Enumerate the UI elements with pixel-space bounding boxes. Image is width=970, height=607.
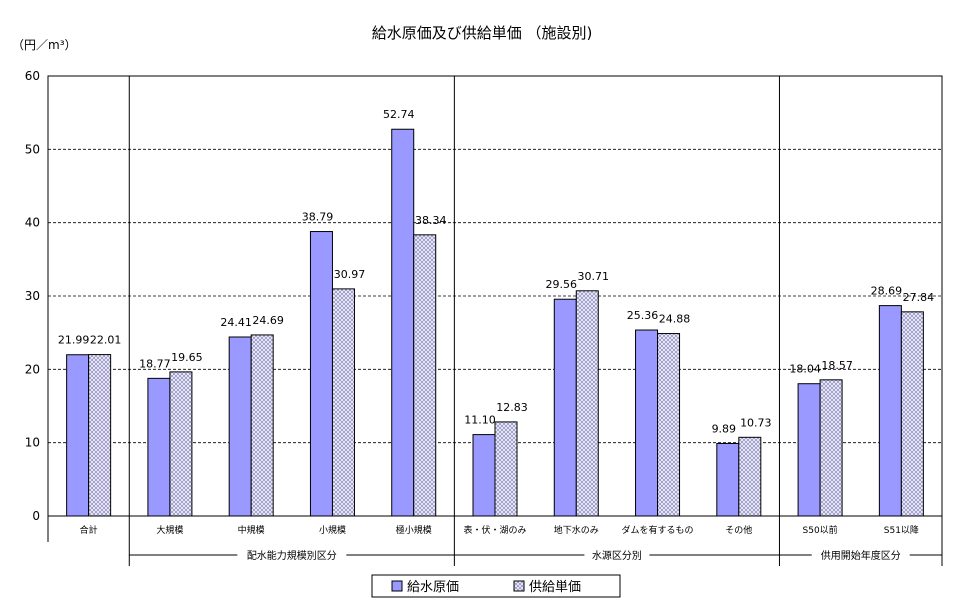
data-label: 9.89	[712, 422, 737, 435]
x-tick-label: 表・伏・湖のみ	[463, 524, 526, 536]
x-tick-label: 中規模	[238, 524, 265, 536]
bar-kyusui-genka	[228, 336, 252, 517]
group-label: 水源区分別	[592, 549, 642, 562]
data-label: 22.01	[90, 334, 122, 347]
group-label-bg	[584, 548, 650, 562]
legend-swatch	[391, 580, 403, 592]
bar-kyokyu-tanka	[169, 371, 193, 517]
data-label: 30.71	[578, 270, 610, 283]
chart-title: 給水原価及び供給単価 （施設別)	[372, 24, 593, 42]
x-tick-label: 地下水のみ	[554, 524, 599, 536]
x-tick-label: S50以前	[803, 524, 838, 536]
bar-kyokyu-tanka	[88, 354, 112, 517]
y-tick-label: 10	[25, 436, 40, 450]
bar-kyokyu-tanka	[494, 421, 518, 517]
bar-kyusui-genka	[635, 329, 659, 517]
data-label: 18.77	[139, 357, 171, 370]
y-tick-label: 50	[25, 142, 40, 156]
bar-kyusui-genka	[147, 377, 171, 517]
data-label: 19.65	[171, 351, 203, 364]
y-tick-label: 20	[25, 362, 40, 376]
bar-kyusui-genka	[472, 434, 496, 517]
bar-kyusui-genka	[309, 231, 333, 517]
y-tick-label: 60	[25, 69, 40, 83]
y-tick-label: 0	[32, 509, 40, 523]
data-label: 28.69	[871, 285, 903, 298]
bar-kyokyu-tanka	[900, 311, 924, 517]
bar-kyusui-genka	[66, 354, 90, 517]
data-label: 18.04	[789, 363, 821, 376]
data-label: 38.79	[302, 211, 334, 224]
group-label-bg	[811, 548, 910, 562]
data-label: 21.99	[58, 334, 90, 347]
bar-kyokyu-tanka	[738, 436, 762, 517]
data-label: 52.74	[383, 108, 415, 121]
bar-kyusui-genka	[391, 128, 415, 517]
data-label: 10.73	[740, 416, 772, 429]
legend-label: 給水原価	[407, 580, 459, 595]
bar-kyokyu-tanka	[657, 333, 681, 517]
data-label: 29.56	[546, 278, 578, 291]
bar-kyokyu-tanka	[575, 290, 599, 517]
legend-box	[371, 574, 621, 598]
group-label: 供用開始年度区分	[821, 549, 901, 562]
x-tick-label: 極小規模	[396, 524, 432, 536]
x-tick-label: 合計	[80, 524, 98, 536]
group-label-bg	[237, 548, 347, 562]
data-label: 27.84	[903, 291, 935, 304]
bar-kyokyu-tanka	[331, 288, 355, 517]
x-tick-label: ダムを有するもの	[622, 524, 694, 536]
bar-kyusui-genka	[716, 442, 740, 517]
data-label: 18.57	[821, 359, 853, 372]
data-label: 30.97	[334, 268, 366, 281]
data-label: 11.10	[464, 414, 496, 427]
x-tick-label: 小規模	[319, 525, 346, 536]
x-tick-label: 大規模	[156, 524, 183, 536]
bar-kyokyu-tanka	[250, 334, 274, 517]
y-axis-label: （円／m³）	[12, 38, 77, 52]
bar-kyusui-genka	[553, 298, 577, 517]
bar-kyusui-genka	[797, 383, 821, 517]
x-tick-label: S51以降	[884, 524, 919, 536]
data-label: 24.41	[220, 316, 252, 329]
legend-swatch	[513, 580, 525, 592]
data-label: 25.36	[627, 309, 659, 322]
data-label: 12.83	[496, 401, 528, 414]
data-label: 24.88	[659, 313, 691, 326]
x-tick-label: その他	[725, 524, 752, 536]
y-tick-label: 30	[25, 289, 40, 303]
bar-kyokyu-tanka	[413, 234, 437, 517]
y-tick-label: 40	[25, 216, 40, 230]
bar-kyusui-genka	[878, 305, 902, 517]
legend-label: 供給単価	[529, 579, 581, 595]
data-label: 24.69	[252, 314, 284, 327]
group-label: 配水能力規模別区分	[247, 549, 337, 562]
data-label: 38.34	[415, 214, 447, 227]
bar-kyokyu-tanka	[819, 379, 843, 517]
